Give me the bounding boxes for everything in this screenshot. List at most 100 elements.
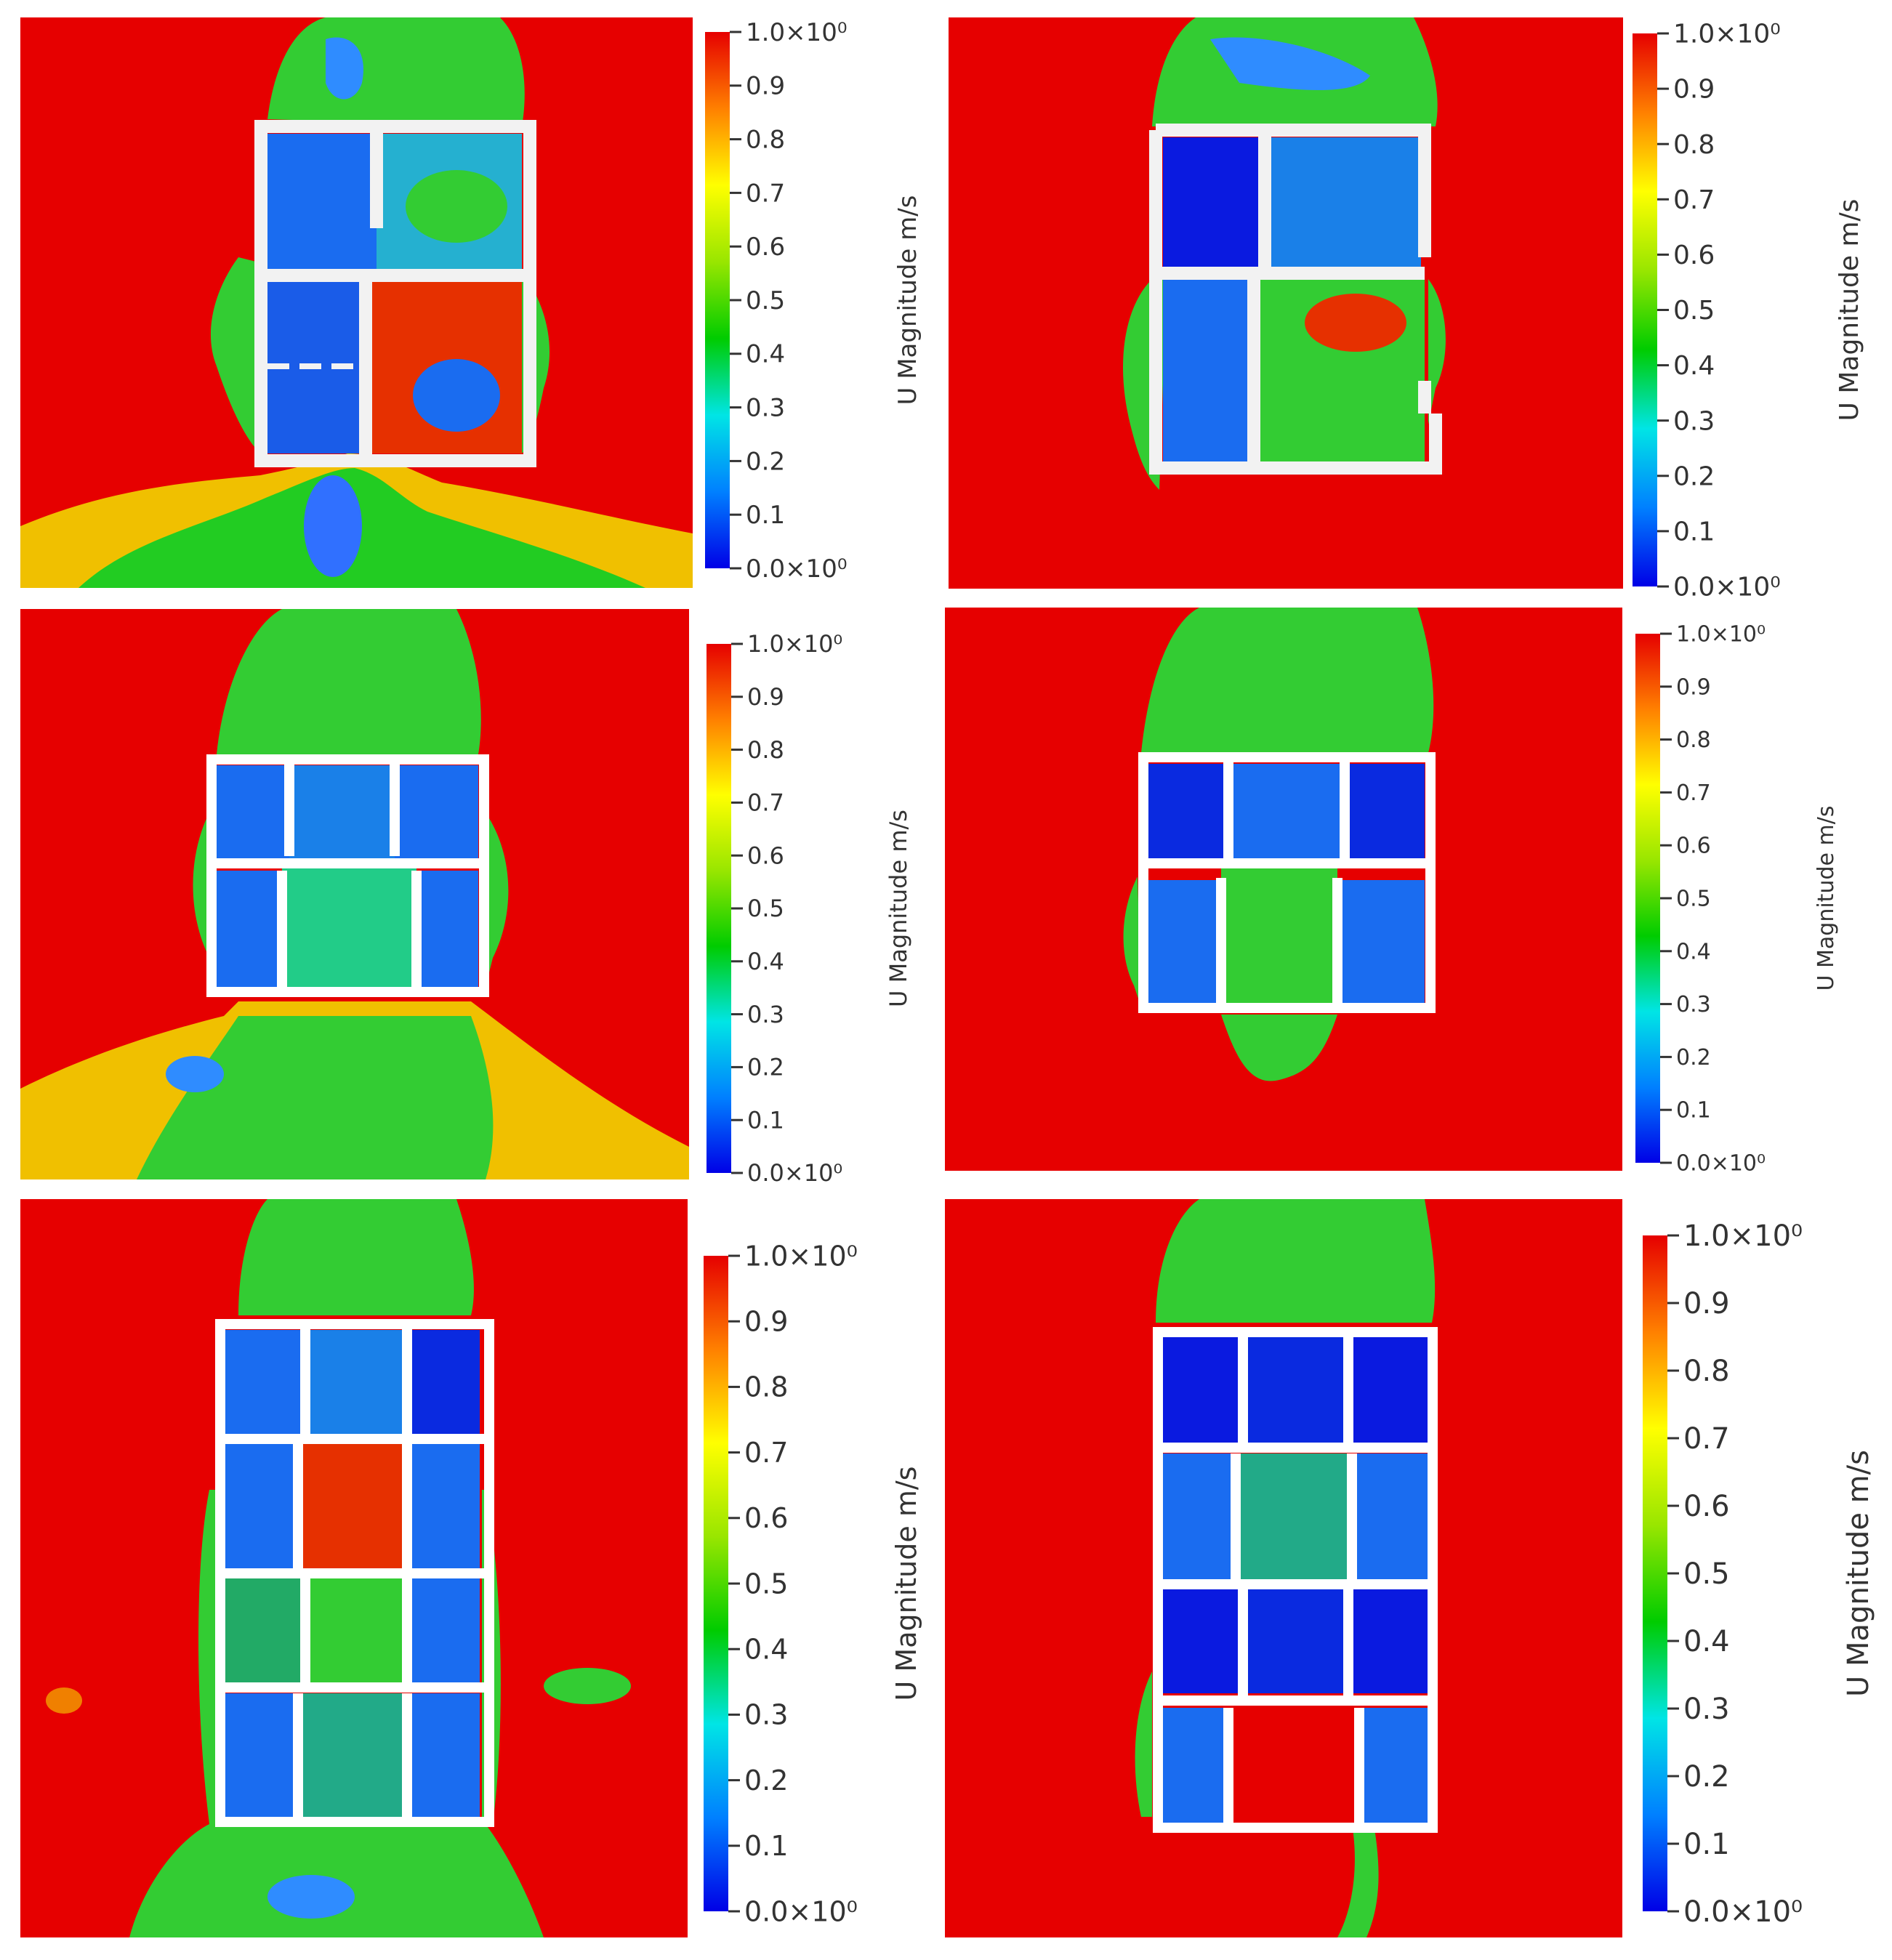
colorbar-tick-label: 0.5 — [1673, 296, 1715, 326]
room-r3-center — [1243, 1588, 1348, 1693]
velocity-field-5-svg — [20, 1199, 688, 1937]
colorbar-tick-label: 0.5 — [1683, 1557, 1730, 1591]
colorbar-5: 0.0×10⁰ 0.1 0.2 0.3 0.4 0.5 0.6 0.7 0.8 0.9 1.0×10… — [696, 1235, 929, 1933]
room-r2-left — [225, 1443, 298, 1570]
colorbar-tick-label: 0.6 — [746, 233, 785, 262]
colorbar-gradient — [1635, 634, 1660, 1163]
wake-bottom-jet — [1337, 1824, 1379, 1937]
colorbar-tick-label: 0.9 — [747, 683, 784, 711]
wake-side-left — [198, 1490, 220, 1824]
room-r3-left — [1163, 1588, 1243, 1693]
colorbar-tick-label: 0.5 — [1676, 887, 1711, 912]
room-r1-left — [225, 1330, 305, 1435]
colorbar-tick-label: 0.9 — [744, 1306, 788, 1338]
wake-bottom-blue — [267, 1875, 355, 1919]
walls — [215, 1319, 494, 1827]
colorbar-tick-label: 0.2 — [1673, 461, 1715, 491]
room-r2-right — [1352, 1453, 1428, 1581]
colorbar-tick-label: 0.4 — [746, 340, 785, 369]
colorbar-tick-label: 0.3 — [1673, 406, 1715, 436]
colorbar-tick-label: 0.1 — [1673, 517, 1715, 547]
wake-top — [238, 1199, 474, 1315]
room-top-center — [289, 765, 395, 860]
colorbar-tick-label: 0.4 — [744, 1634, 788, 1666]
colorbar-tick-label: 0.6 — [747, 842, 784, 869]
colorbar-tick-label: 1.0×10⁰ — [744, 1240, 858, 1272]
wake-side-left — [1135, 1671, 1152, 1817]
colorbar-tick-label: 0.6 — [1673, 241, 1715, 270]
colorbar-tick-label: 0.0×10⁰ — [1683, 1895, 1803, 1929]
room-top-right — [395, 765, 478, 860]
room-se-red — [1305, 294, 1406, 352]
colorbar-tick-label: 1.0×10⁰ — [747, 630, 842, 658]
colorbar-gradient — [1633, 33, 1657, 586]
velocity-field-4-svg — [945, 608, 1622, 1171]
walls — [1138, 752, 1436, 1013]
room-r2-right — [407, 1443, 480, 1570]
corridor — [282, 860, 416, 987]
colorbar-tick-label: 0.2 — [746, 447, 785, 476]
colorbar-tick-label: 0.9 — [1673, 75, 1715, 105]
colorbar-tick-label: 0.1 — [744, 1830, 788, 1862]
velocity-field-6 — [945, 1199, 1622, 1937]
colorbar-6-svg: 0.0×10⁰ 0.1 0.2 0.3 0.4 0.5 0.6 0.7 0.8 0.9 1.0×10… — [1643, 1219, 1875, 1929]
wake-left-edge — [210, 257, 267, 453]
outer-wall — [1149, 124, 1442, 475]
colorbar-tick-label: 0.5 — [744, 1568, 788, 1600]
corridor — [1221, 866, 1337, 1004]
wake-blob-right — [544, 1668, 631, 1704]
wake-bottom — [1221, 1015, 1337, 1081]
room-r1-center — [1243, 1337, 1348, 1443]
colorbar-tick-label: 0.0×10⁰ — [747, 1159, 842, 1187]
colorbar-4: 0.0×10⁰ 0.1 0.2 0.3 0.4 0.5 0.6 0.7 0.8 0.9 1.0×10… — [1628, 619, 1846, 1186]
velocity-field-6-svg — [945, 1199, 1622, 1937]
colorbar-tick-label: 0.9 — [746, 72, 785, 101]
colorbar-tick-label: 0.7 — [1683, 1422, 1730, 1456]
room-r4-corridor — [1228, 1708, 1359, 1824]
colorbar-6: 0.0×10⁰ 0.1 0.2 0.3 0.4 0.5 0.6 0.7 0.8 0.9 1.0×10… — [1635, 1218, 1883, 1934]
colorbar-title: U Magnitude m/s — [1842, 1450, 1875, 1697]
colorbar-5-svg: 0.0×10⁰ 0.1 0.2 0.3 0.4 0.5 0.6 0.7 0.8 0.9 1.0×10… — [704, 1240, 922, 1927]
colorbar-tick-label: 0.2 — [1683, 1760, 1730, 1794]
colorbar-tick-label: 0.1 — [1683, 1828, 1730, 1861]
colorbar-tick-label: 0.4 — [1683, 1625, 1730, 1658]
velocity-field-2-svg — [949, 17, 1623, 589]
colorbar-tick-label: 0.6 — [1676, 834, 1711, 859]
colorbar-tick-label: 0.8 — [746, 126, 785, 155]
colorbar-4-svg: 0.0×10⁰ 0.1 0.2 0.3 0.4 0.5 0.6 0.7 0.8 0.9 1.0×10… — [1635, 622, 1839, 1177]
colorbar-3: 0.0×10⁰ 0.1 0.2 0.3 0.4 0.5 0.6 0.7 0.8 0.9 1.0×10… — [699, 624, 917, 1190]
walls — [1149, 124, 1442, 475]
colorbar-title: U Magnitude m/s — [1835, 199, 1864, 422]
wake-top-inner — [1210, 37, 1370, 90]
room-r3-corridor — [305, 1577, 407, 1682]
colorbar-tick-label: 1.0×10⁰ — [1676, 622, 1766, 648]
room-r3-left — [225, 1577, 305, 1682]
room-r2-corridor — [1236, 1453, 1352, 1581]
wake-right — [1428, 279, 1446, 424]
colorbar-tick-label: 0.3 — [1683, 1693, 1730, 1726]
colorbar-tick-label: 0.8 — [744, 1371, 788, 1403]
room-top-left — [1148, 764, 1228, 862]
colorbar-title: U Magnitude m/s — [1813, 806, 1839, 991]
wake-blob-left — [46, 1687, 82, 1714]
colorbar-tick-label: 0.0×10⁰ — [746, 554, 847, 584]
colorbar-tick-label: 0.7 — [746, 179, 785, 208]
colorbar-3-svg: 0.0×10⁰ 0.1 0.2 0.3 0.4 0.5 0.6 0.7 0.8 0.9 1.0×10… — [707, 630, 912, 1187]
colorbar-tick-label: 0.3 — [1676, 992, 1711, 1017]
walls — [1153, 1327, 1438, 1833]
velocity-field-5 — [20, 1199, 688, 1937]
wake-bottom-core — [79, 468, 645, 588]
colorbar-tick-label: 0.9 — [1676, 674, 1711, 700]
room-top-left — [217, 765, 289, 860]
room-r4-corridor — [298, 1693, 407, 1817]
colorbar-tick-label: 1.0×10⁰ — [1683, 1219, 1803, 1253]
colorbar-tick-label: 0.0×10⁰ — [1673, 573, 1781, 602]
wake-blue-spot — [166, 1056, 224, 1092]
room-r3-right — [1348, 1588, 1428, 1693]
room-r3-right — [407, 1577, 480, 1682]
colorbar-tick-label: 0.4 — [1673, 351, 1715, 381]
room-r4-left — [1163, 1708, 1228, 1824]
colorbar-tick-label: 0.5 — [746, 286, 785, 315]
colorbar-tick-label: 0.7 — [1676, 781, 1711, 806]
room-r1-right — [407, 1330, 480, 1435]
